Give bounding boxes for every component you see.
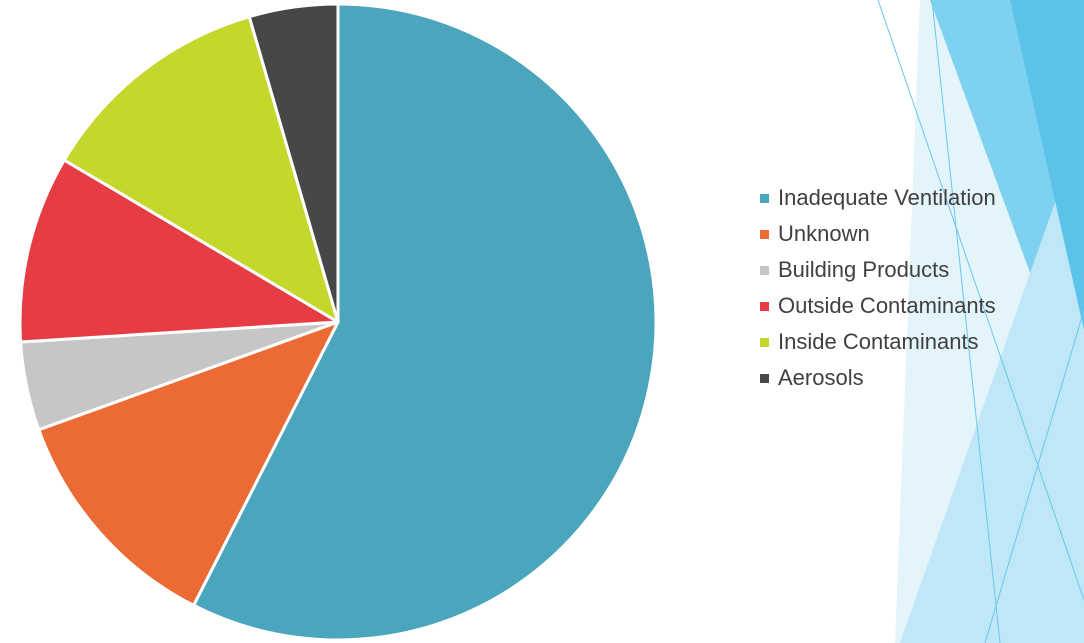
legend-swatch bbox=[760, 374, 769, 383]
legend-item-inadequate-ventilation: Inadequate Ventilation bbox=[760, 180, 996, 216]
legend-label: Unknown bbox=[778, 221, 870, 247]
legend-item-outside-contaminants: Outside Contaminants bbox=[760, 288, 996, 324]
legend-swatch bbox=[760, 338, 769, 347]
pie-chart bbox=[0, 0, 680, 643]
legend-item-inside-contaminants: Inside Contaminants bbox=[760, 324, 996, 360]
legend-item-aerosols: Aerosols bbox=[760, 360, 996, 396]
legend-swatch bbox=[760, 230, 769, 239]
chart-legend: Inadequate Ventilation Unknown Building Pr… bbox=[760, 180, 996, 396]
legend-swatch bbox=[760, 302, 769, 311]
legend-label: Outside Contaminants bbox=[778, 293, 996, 319]
legend-label: Inadequate Ventilation bbox=[778, 185, 996, 211]
legend-label: Aerosols bbox=[778, 365, 864, 391]
legend-item-building-products: Building Products bbox=[760, 252, 996, 288]
legend-item-unknown: Unknown bbox=[760, 216, 996, 252]
legend-label: Inside Contaminants bbox=[778, 329, 979, 355]
legend-swatch bbox=[760, 266, 769, 275]
legend-swatch bbox=[760, 194, 769, 203]
legend-label: Building Products bbox=[778, 257, 949, 283]
